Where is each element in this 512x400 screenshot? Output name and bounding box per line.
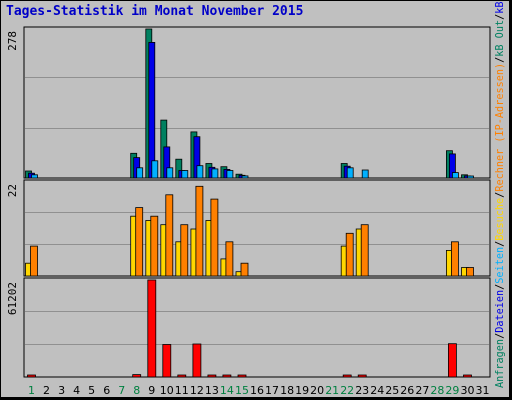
bar-middle-rechner-ip-adressen--day-13 (210, 198, 219, 277)
y-max-label-middle: 22 (6, 184, 19, 197)
legend-item-4: Seiten (495, 247, 506, 284)
x-tick-label-day-30: 30 (461, 384, 475, 397)
bar-bottom-kb-f-day-11 (177, 374, 187, 378)
bar-top-seiten-day-15 (241, 175, 249, 179)
x-tick-label-day-1: 1 (28, 384, 35, 397)
bar-top-seiten-day-23 (361, 169, 369, 179)
x-tick-label-day-23: 23 (355, 384, 369, 397)
x-tick-label-day-19: 19 (295, 384, 309, 397)
x-tick-label-day-17: 17 (265, 384, 279, 397)
bar-top-seiten-day-12 (196, 165, 204, 179)
bar-top-seiten-day-14 (226, 170, 234, 179)
x-tick-label-day-2: 2 (43, 384, 50, 397)
x-tick-label-day-14: 14 (220, 384, 234, 397)
x-tick-label-day-10: 10 (160, 384, 174, 397)
bar-top-dateien-day-9 (148, 42, 156, 179)
x-tick-label-day-12: 12 (190, 384, 204, 397)
legend-item-0: Anfragen (495, 339, 506, 388)
legend-item-10: kB Out (495, 20, 506, 57)
bar-middle-rechner-ip-adressen--day-1 (30, 245, 38, 277)
bar-middle-rechner-ip-adressen--day-30 (466, 267, 474, 277)
bar-bottom-kb-f-day-14 (222, 374, 232, 378)
bar-bottom-kb-f-day-12 (192, 343, 202, 378)
legend-right: Anfragen/Dateien/Seiten/Besuche/Rechner … (495, 0, 506, 388)
x-tick-label-day-8: 8 (133, 384, 140, 397)
bar-middle-rechner-ip-adressen--day-10 (165, 194, 174, 277)
bar-bottom-kb-f-day-23 (357, 374, 367, 378)
bar-bottom-kb-f-day-13 (207, 374, 217, 378)
y-max-label-bottom: 61202 (6, 282, 19, 315)
x-tick-label-day-15: 15 (235, 384, 249, 397)
x-tick-label-day-3: 3 (58, 384, 65, 397)
bar-bottom-kb-f-day-9 (147, 279, 157, 378)
legend-item-11: / (495, 14, 506, 20)
bar-top-seiten-day-13 (211, 168, 219, 179)
x-tick-label-day-18: 18 (280, 384, 294, 397)
bar-top-seiten-day-8 (136, 167, 144, 179)
x-tick-label-day-22: 22 (340, 384, 354, 397)
bar-top-seiten-day-22 (346, 167, 354, 179)
x-tick-label-day-4: 4 (73, 384, 80, 397)
bar-middle-rechner-ip-adressen--day-15 (240, 262, 249, 277)
x-tick-label-day-5: 5 (88, 384, 95, 397)
bar-bottom-kb-f-day-15 (237, 374, 247, 378)
bar-bottom-kb-f-day-22 (342, 374, 352, 378)
x-tick-label-day-20: 20 (310, 384, 324, 397)
legend-item-5: / (495, 241, 506, 247)
bar-top-seiten-day-10 (166, 167, 174, 179)
bar-top-seiten-day-29 (451, 172, 459, 179)
x-tick-label-day-6: 6 (103, 384, 110, 397)
x-tick-label-day-7: 7 (118, 384, 125, 397)
x-tick-label-day-25: 25 (385, 384, 399, 397)
legend-item-6: Besuche (495, 198, 506, 241)
bar-middle-rechner-ip-adressen--day-11 (180, 224, 189, 277)
panel-bottom (23, 277, 491, 378)
x-tick-label-day-21: 21 (325, 384, 339, 397)
x-tick-label-day-9: 9 (148, 384, 155, 397)
bar-top-seiten-day-1 (31, 174, 38, 179)
bar-bottom-kb-f-day-29 (447, 343, 457, 378)
bar-middle-rechner-ip-adressen--day-23 (360, 224, 369, 277)
legend-item-9: / (495, 57, 506, 63)
x-tick-label-day-13: 13 (205, 384, 219, 397)
x-tick-label-day-27: 27 (415, 384, 429, 397)
bar-top-seiten-day-30 (467, 175, 474, 179)
bar-top-seiten-day-11 (181, 170, 189, 179)
legend-item-8: Rechner (IP-Adressen) (495, 63, 506, 192)
legend-item-12: kB In (495, 0, 506, 14)
x-tick-label-day-16: 16 (250, 384, 264, 397)
panel-middle (23, 179, 491, 277)
x-tick-label-day-31: 31 (476, 384, 490, 397)
legend-item-1: / (495, 333, 506, 339)
x-tick-label-day-29: 29 (445, 384, 459, 397)
bar-bottom-kb-f-day-8 (132, 374, 142, 378)
bar-bottom-kb-f-day-10 (162, 344, 172, 378)
chart-title: Tages-Statistik im Monat November 2015 (6, 4, 304, 19)
bar-middle-rechner-ip-adressen--day-14 (225, 241, 234, 277)
bar-middle-rechner-ip-adressen--day-9 (150, 215, 159, 277)
x-tick-label-day-24: 24 (370, 384, 384, 397)
x-tick-label-day-11: 11 (175, 384, 189, 397)
bar-middle-rechner-ip-adressen--day-12 (195, 185, 204, 277)
legend-item-7: / (495, 192, 506, 198)
x-tick-label-day-26: 26 (400, 384, 414, 397)
y-max-label-top: 278 (6, 31, 19, 51)
bar-bottom-kb-f-day-1 (27, 374, 36, 378)
x-tick-label-day-28: 28 (430, 384, 444, 397)
panel-top (23, 26, 491, 179)
legend-item-3: / (495, 284, 506, 290)
legend-item-2: Dateien (495, 290, 506, 333)
bar-top-seiten-day-9 (151, 160, 159, 179)
bar-bottom-kb-f-day-30 (463, 374, 472, 378)
bar-middle-rechner-ip-adressen--day-29 (450, 241, 459, 277)
bar-middle-rechner-ip-adressen--day-8 (135, 207, 144, 277)
bar-middle-rechner-ip-adressen--day-22 (345, 232, 354, 277)
